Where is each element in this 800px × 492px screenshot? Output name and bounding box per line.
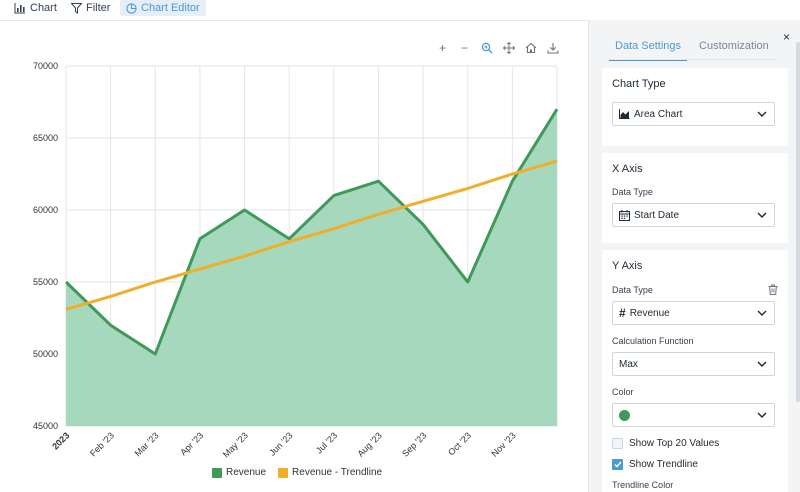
chevron-down-icon <box>757 410 767 420</box>
magnify-icon[interactable] <box>479 40 494 55</box>
legend-swatch <box>278 467 289 478</box>
home-icon[interactable] <box>523 40 538 55</box>
revenue-line <box>64 108 559 356</box>
x-axis-card: X Axis Data Type Start Date <box>602 153 788 243</box>
trendline-color-label: Trendline Color <box>612 480 674 490</box>
color-swatch <box>619 409 630 421</box>
tab-data-settings[interactable]: Data Settings <box>609 40 688 61</box>
y-axis-card: Y Axis Data Type # Revenue Calculation F… <box>602 250 788 492</box>
tab-chart-label: Chart <box>30 2 57 14</box>
download-icon[interactable] <box>545 40 560 55</box>
show-top-20-label: Show Top 20 Values <box>629 438 720 449</box>
show-trendline-label: Show Trendline <box>629 459 698 470</box>
hash-icon: # <box>619 306 626 320</box>
field-label: Data Type <box>612 284 778 295</box>
tab-filter[interactable]: Filter <box>71 0 110 16</box>
legend-swatch <box>212 467 222 478</box>
legend-label: Revenue <box>226 467 267 478</box>
y-data-type-select[interactable]: # Revenue <box>612 301 775 325</box>
revenue-area <box>66 109 557 426</box>
field-label: Calculation Function <box>612 336 778 346</box>
top-tab-bar: Chart Filter Chart Editor <box>0 0 800 20</box>
chart-type-card: Chart Type Area Chart <box>602 68 788 146</box>
y-tick-label: 60000 <box>33 205 58 215</box>
pie-chart-icon <box>126 2 137 14</box>
show-top-20-row: Show Top 20 Values <box>612 438 778 449</box>
tab-customization[interactable]: Customization <box>699 40 769 52</box>
pan-icon[interactable] <box>501 40 516 55</box>
chart-type-value: Area Chart <box>634 108 683 120</box>
x-tick-label: Jun '23 <box>267 430 294 457</box>
show-top-20-checkbox[interactable] <box>612 438 623 449</box>
y-data-type-value: Revenue <box>629 307 670 319</box>
x-tick-label: Jul '23 <box>314 430 339 455</box>
close-icon[interactable]: × <box>782 30 790 44</box>
x-tick-label: Feb '23 <box>88 430 116 458</box>
x-data-type-value: Start Date <box>634 209 680 221</box>
calendar-icon <box>619 209 630 221</box>
y-data-type-label: Data Type <box>612 284 653 295</box>
legend-item-trendline[interactable]: Revenue - Trendline <box>278 467 382 478</box>
y-tick-label: 50000 <box>33 349 58 359</box>
x-tick-label: Oct '23 <box>446 430 473 457</box>
tab-chart-editor[interactable]: Chart Editor <box>120 0 206 16</box>
chart-editor-panel: × Data Settings Customization Chart Type… <box>588 20 800 492</box>
x-tick-label: May '23 <box>221 430 250 459</box>
trendline <box>65 159 558 311</box>
zoom-out-icon[interactable]: − <box>457 40 472 55</box>
x-tick-label: Apr '23 <box>178 430 205 457</box>
calc-function-value: Max <box>619 358 638 370</box>
tab-chart-editor-label: Chart Editor <box>141 2 200 14</box>
color-label: Color <box>612 387 634 397</box>
tab-filter-label: Filter <box>86 2 111 14</box>
chart-type-select[interactable]: Area Chart <box>612 102 775 126</box>
filter-icon <box>71 2 82 14</box>
field-label: Trendline Color <box>612 480 778 490</box>
bar-chart-icon <box>14 2 25 13</box>
chart-legend: Revenue Revenue - Trendline <box>212 467 382 478</box>
chart-toolbar: + − <box>435 40 560 55</box>
show-trendline-checkbox[interactable] <box>612 459 623 470</box>
field-label: Data Type <box>612 187 778 197</box>
area-chart: 45000 50000 55000 60000 65000 70000 2023 Feb '2… <box>33 61 559 460</box>
zoom-in-glyph: + <box>438 40 446 55</box>
x-tick-label: Nov '23 <box>489 430 517 458</box>
zoom-in-icon[interactable]: + <box>435 40 450 55</box>
y-tick-label: 70000 <box>33 61 58 71</box>
chevron-down-icon <box>757 359 767 369</box>
zoom-out-glyph: − <box>460 40 468 55</box>
show-trendline-row: Show Trendline <box>612 459 778 470</box>
x-tick-label: Mar '23 <box>133 430 161 458</box>
calc-function-label: Calculation Function <box>612 336 694 346</box>
y-tick-label: 45000 <box>33 421 58 431</box>
color-select[interactable] <box>612 403 775 427</box>
x-tick-label: Sep '23 <box>400 430 428 458</box>
y-tick-label: 55000 <box>33 277 58 287</box>
x-data-type-select[interactable]: Start Date <box>612 203 775 227</box>
scrollbar[interactable] <box>796 42 800 402</box>
trash-icon[interactable] <box>768 284 778 295</box>
divider <box>608 59 778 60</box>
legend-label: Revenue - Trendline <box>292 467 383 478</box>
panel-tabs: Data Settings Customization <box>609 40 781 61</box>
y-tick-label: 65000 <box>33 133 58 143</box>
field-label: Color <box>612 387 778 397</box>
calc-function-select[interactable]: Max <box>612 352 775 376</box>
x-tick-label: Aug '23 <box>355 430 383 458</box>
chevron-down-icon <box>757 210 767 220</box>
tab-chart[interactable]: Chart <box>14 0 57 16</box>
divider <box>0 20 588 21</box>
section-title: Y Axis <box>612 260 643 272</box>
legend-item-revenue[interactable]: Revenue <box>212 467 266 478</box>
chevron-down-icon <box>757 109 767 119</box>
section-title: X Axis <box>612 163 643 175</box>
chevron-down-icon <box>757 308 767 318</box>
area-chart-icon <box>619 109 630 119</box>
x-tick-label: 2023 <box>50 430 71 451</box>
x-data-type-label: Data Type <box>612 187 653 197</box>
section-title: Chart Type <box>612 78 666 90</box>
